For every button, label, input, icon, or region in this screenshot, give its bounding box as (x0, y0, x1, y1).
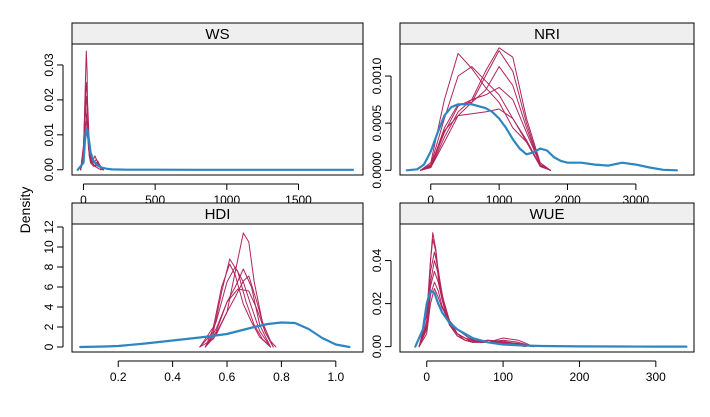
y-tick-label: 0 (42, 343, 56, 350)
y-tick-label: 0.0000 (370, 152, 384, 189)
series-lines (76, 50, 355, 171)
x-tick-label: 0.8 (273, 370, 290, 384)
y-tick-label: 6 (42, 283, 56, 290)
panel-title: HDI (205, 206, 231, 223)
y-tick-label: 0.00 (42, 158, 56, 182)
y-tick-label: 0.04 (370, 249, 384, 273)
imputed-density-line-2 (420, 66, 551, 171)
panel-title: NRI (534, 26, 560, 43)
x-tick-label: 0.2 (110, 370, 127, 384)
observed-density-line (76, 126, 355, 171)
y-tick-label: 2 (42, 323, 56, 330)
panel-hdi: HDI 0.2 0.4 0.6 0.8 1.0 0 2 4 6 8 10 12 (42, 202, 364, 384)
imputed-density-line-3 (420, 47, 551, 171)
y-tick-label: 0.01 (42, 123, 56, 147)
panel-frame (71, 223, 364, 353)
imputed-density-line-7 (420, 108, 551, 171)
imputed-density-line-6 (420, 86, 551, 171)
imputed-density-line-5 (204, 268, 271, 348)
panel-frame (71, 43, 364, 176)
panel-frame (399, 223, 695, 353)
x-tick-label: 0 (423, 370, 430, 384)
imputed-density-line-7 (204, 288, 274, 348)
x-tick-label: 100 (493, 370, 513, 384)
y-tick-label: 10 (42, 240, 56, 254)
y-tick-label: 0.0005 (370, 104, 384, 141)
panel-frame (399, 43, 695, 176)
y-tick-label: 0.03 (42, 53, 56, 77)
imputed-density-line-6 (204, 275, 274, 348)
observed-density-line (79, 321, 351, 349)
series-lines (79, 232, 351, 349)
y-tick-label: 0.0010 (370, 57, 384, 94)
observed-density-line (414, 289, 688, 348)
y-tick-label: 4 (42, 303, 56, 310)
y-tick-label: 0.02 (42, 88, 56, 112)
x-tick-label: 300 (646, 370, 666, 384)
panel-title: WS (205, 26, 229, 43)
y-tick-label: 12 (42, 220, 56, 234)
y-axis-label: Density (17, 187, 33, 234)
panel-wue: WUE 0 100 200 300 0.00 0.02 0.04 (370, 202, 695, 384)
series-lines (414, 232, 688, 348)
x-tick-label: 0 (80, 193, 87, 207)
series-lines (405, 47, 679, 172)
imputed-density-line-1 (418, 232, 535, 348)
imputed-density-line-3 (199, 263, 271, 348)
x-tick-label: 0.6 (219, 370, 236, 384)
x-tick-label: 0 (427, 193, 434, 207)
x-tick-label: 0.4 (164, 370, 181, 384)
imputed-density-line-4 (420, 50, 551, 171)
imputed-density-line-4 (418, 260, 535, 348)
x-tick-label: 200 (569, 370, 589, 384)
y-tick-label: 8 (42, 263, 56, 270)
x-tick-label: 1.0 (327, 370, 344, 384)
panel-title: WUE (530, 206, 565, 223)
observed-density-line (405, 103, 679, 172)
imputed-density-line-5 (418, 270, 535, 348)
y-tick-label: 0.02 (370, 292, 384, 316)
imputed-density-line-5 (420, 66, 551, 171)
y-tick-label: 0.00 (370, 335, 384, 359)
